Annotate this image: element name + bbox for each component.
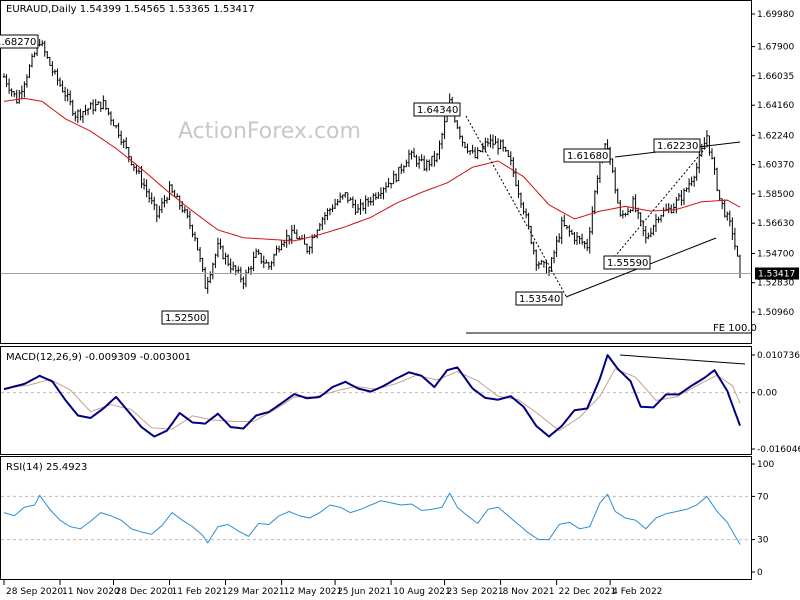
x-tick-label: 23 Sep 2021: [447, 587, 504, 597]
rsi-plot: [1, 492, 751, 545]
price-tick-label: 1.58500: [757, 190, 794, 200]
macd-line: [3, 354, 741, 438]
price-tick-label: 1.69980: [757, 10, 794, 20]
annotation-box: [0, 34, 39, 49]
annotation-label: 1.64340: [417, 105, 458, 116]
annotation-box: [563, 148, 611, 163]
x-tick-label: 8 Nov 2021: [503, 587, 555, 597]
rsi-tick-label: 0: [757, 568, 763, 578]
macd-header: MACD(12,26,9) -0.009309 -0.003001: [6, 352, 191, 363]
last-price-box: [755, 267, 799, 280]
annotation-label: 1.68270: [0, 37, 36, 48]
macd-tick-label: 0.010736: [757, 351, 800, 361]
x-tick-label: 28 Dec 2020: [116, 587, 174, 597]
annotation-box: [413, 102, 461, 117]
annotation-label: 1.55590: [607, 258, 648, 269]
x-tick-label: 10 Aug 2021: [393, 587, 451, 597]
annotation-box: [161, 310, 209, 325]
price-tick-label: 1.52830: [757, 279, 794, 289]
x-tick-label: 22 Dec 2021: [559, 587, 617, 597]
price-tick-label: 1.67900: [757, 43, 794, 53]
annotation-box: [603, 255, 651, 270]
rsi-tick-label: 70: [757, 492, 769, 502]
annotation-label: 1.62230: [657, 141, 698, 152]
annotation-label: 1.53540: [519, 294, 560, 305]
x-tick-label: 12 May 2021: [284, 587, 343, 597]
fe-label: FE 100.0: [713, 323, 757, 334]
price-tick-label: 1.50960: [757, 308, 794, 318]
annotations: 1.68270 1.52500 1.64340 1.53540 1.61680 1.555…: [0, 34, 701, 325]
annotation-box: [515, 291, 563, 306]
x-tick-label: 25 Jun 2021: [337, 587, 391, 597]
price-tick-label: 1.56630: [757, 219, 794, 229]
x-tick-label: 11 Feb 2021: [172, 587, 228, 597]
rsi-tick-label: 30: [757, 536, 769, 546]
price-tick-label: 1.62240: [757, 131, 794, 141]
price-tick-label: 1.66035: [757, 72, 794, 82]
price-plot: [1, 38, 751, 334]
moving-average-line: [3, 97, 741, 242]
annotation-label: 1.52500: [165, 313, 206, 324]
watermark: ActionForex.com: [178, 119, 361, 144]
rsi-panel: [0, 456, 752, 580]
macd-tick-label: 0.00: [757, 389, 777, 399]
price-tick-label: 1.60370: [757, 161, 794, 171]
x-tick-label: 28 Sep 2020: [6, 587, 63, 597]
rsi-tick-label: 100: [757, 460, 774, 470]
macd-tick-label: -0.016046: [757, 445, 800, 455]
price-tick-label: 1.64160: [757, 101, 794, 111]
annotation-box: [653, 138, 701, 153]
rsi-line: [3, 492, 741, 545]
x-tick-label: 29 Mar 2021: [228, 587, 285, 597]
price-tick-label: 1.54700: [757, 249, 794, 259]
macd-trendline: [619, 354, 746, 365]
last-price-label: 1.53417: [758, 270, 795, 280]
price-header: EURAUD,Daily 1.54399 1.54565 1.53365 1.5…: [6, 4, 255, 15]
x-tick-label: 4 Feb 2022: [612, 587, 662, 597]
fib-dashed-up: [611, 144, 709, 261]
macd-panel: [0, 346, 752, 455]
price-panel: [0, 0, 752, 344]
rsi-header: RSI(14) 25.4923: [6, 462, 87, 473]
annotation-label: 1.61680: [567, 151, 608, 162]
x-tick-label: 11 Nov 2020: [62, 587, 120, 597]
macd-plot: [1, 354, 751, 438]
axes: 1.69980 1.67900 1.66035 1.64160 1.62240 1.603…: [3, 10, 800, 597]
